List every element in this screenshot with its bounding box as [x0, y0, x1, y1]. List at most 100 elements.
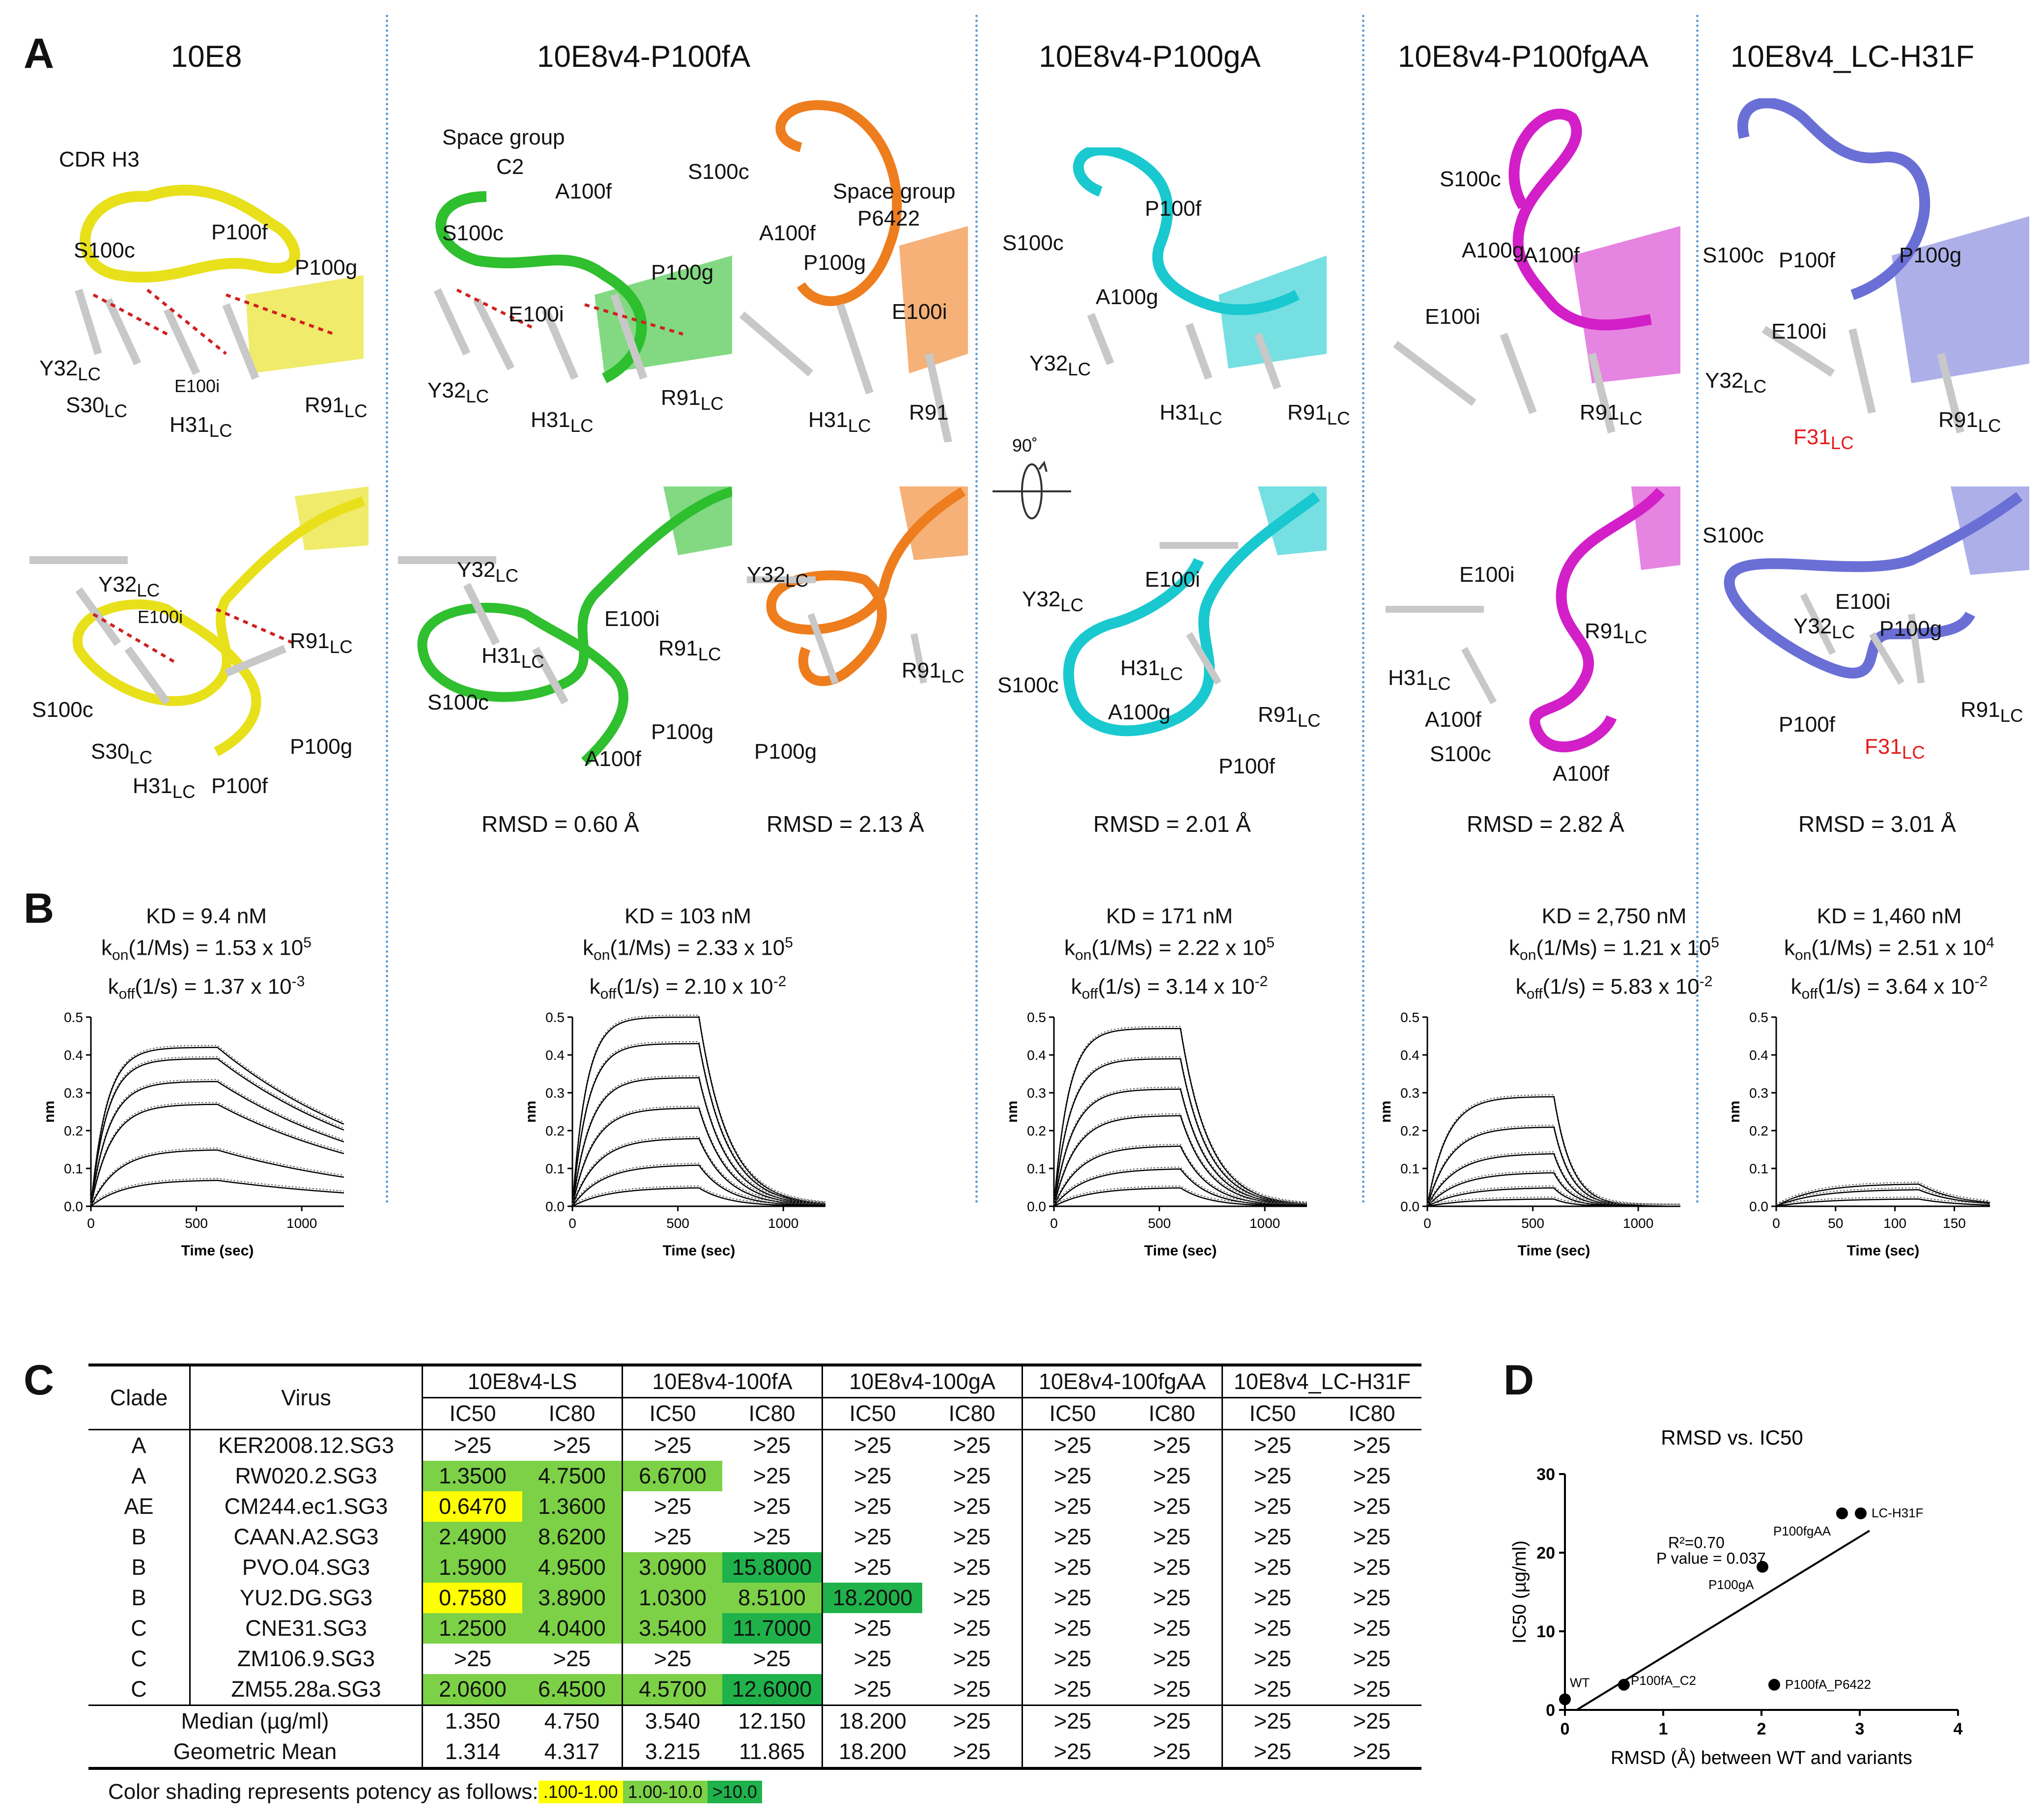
table-row: AE CM244.ec1.SG3 0.6470 1.3600 >25 >25 >25 >25 >… — [88, 1491, 1421, 1522]
value-cell: 3.0900 — [622, 1552, 722, 1583]
sensorgram-fit-curve — [1053, 1027, 1307, 1207]
y-tick-label: 0.4 — [1027, 1048, 1046, 1063]
sensorgram-fit-curve — [571, 1107, 826, 1207]
y-tick-label: 0.1 — [64, 1161, 83, 1176]
x-tick-label: 500 — [1521, 1216, 1544, 1231]
summary-value: >25 — [1122, 1736, 1222, 1770]
header-group: 10E8v4-100gA — [822, 1364, 1022, 1398]
rmsd-p100fa-c2: RMSD = 0.60 Å — [482, 811, 639, 837]
label-p6422: P6422 — [857, 206, 920, 230]
legend-light-green: 1.00-10.0 — [623, 1781, 708, 1803]
sensorgram-raw-trace — [90, 1178, 344, 1205]
value-cell: >25 — [1153, 1555, 1191, 1580]
label-s100c: S100c — [1002, 231, 1064, 255]
point-label: LC-H31F — [1872, 1506, 1923, 1520]
x-axis-label: Time (sec) — [1518, 1243, 1590, 1259]
value-cell: >25 — [622, 1522, 722, 1552]
value-cell: >25 — [522, 1429, 623, 1461]
y-tick-label: 0.1 — [545, 1161, 565, 1176]
sensorgram-fit-curve — [1776, 1183, 1990, 1207]
label-e100i: E100i — [1459, 563, 1515, 587]
panel-label-c: C — [24, 1357, 55, 1404]
kd-value: KD = 1,460 nM — [1817, 904, 1962, 928]
sensorgram-chart: 0.0 0.1 0.2 0.3 0.4 0.5 0 500 1000 Time (sec) nm — [1378, 1010, 1680, 1259]
value-cell: >25 — [822, 1552, 922, 1583]
label-s100c: S100c — [32, 698, 93, 722]
value-cell: 8.6200 — [522, 1522, 623, 1552]
value-cell: >25 — [722, 1429, 823, 1461]
value-cell: >25 — [953, 1677, 991, 1702]
summary-value: 11.865 — [722, 1736, 823, 1770]
virus-cell: PVO.04.SG3 — [189, 1552, 423, 1583]
structure-p100ga-bottom — [1063, 486, 1327, 737]
x-tick-label: 1000 — [1623, 1216, 1653, 1231]
value-cell: >25 — [953, 1585, 991, 1610]
kon-value: kon(1/Ms) = 1.53 x 105 — [101, 935, 312, 964]
data-point — [1618, 1678, 1630, 1691]
sensorgram-fit-curve — [1053, 1168, 1307, 1207]
sensorgram-fit-curve — [1776, 1189, 1990, 1207]
legend-dark-green: >10.0 — [707, 1781, 762, 1803]
koff-value: koff(1/s) = 5.83 x 10-2 — [1515, 973, 1713, 1002]
kinetics-summary: KD = 171 nM kon(1/Ms) = 2.22 x 105 koff(1/… — [1047, 903, 1292, 1008]
clade-cell: A — [88, 1429, 190, 1461]
data-point — [1757, 1561, 1768, 1573]
summary-label: Geometric Mean — [88, 1736, 423, 1770]
value-cell: >25 — [1353, 1677, 1391, 1702]
separator — [975, 15, 978, 1204]
sensorgram-chart: 0.0 0.1 0.2 0.3 0.4 0.5 0 500 1000 Time (sec) nm — [523, 1010, 826, 1259]
potency-legend: Color shading represents potency as foll… — [108, 1780, 762, 1804]
label-p100g: P100g — [754, 739, 817, 764]
summary-value: >25 — [922, 1736, 1022, 1770]
value-cell: >25 — [922, 1429, 1022, 1461]
header-ic50: IC50 — [1221, 1397, 1322, 1430]
sensorgram-raw-trace — [90, 1102, 344, 1205]
y-tick-label: 0.3 — [1400, 1085, 1419, 1101]
table-row: A KER2008.12.SG3 >25 >25 >25 >25 >25 >25 >25 >25 >… — [88, 1429, 1421, 1461]
label-s100c: S100c — [1703, 523, 1764, 547]
header-ic80: IC80 — [922, 1397, 1022, 1430]
virus-cell: RW020.2.SG3 — [189, 1461, 423, 1491]
header-clade: Clade — [88, 1364, 190, 1430]
label-y32-lc: Y32LC — [39, 356, 101, 384]
value-cell: >25 — [822, 1522, 922, 1552]
value-cell: >25 — [753, 1463, 791, 1488]
y-tick-label: 0.4 — [64, 1048, 83, 1063]
value-cell: >25 — [1353, 1585, 1391, 1610]
value-cell: 2.0600 — [422, 1674, 522, 1705]
value-cell: >25 — [1221, 1613, 1322, 1644]
summary-value: 18.200 — [822, 1736, 922, 1770]
label-a100f: A100f — [585, 747, 641, 771]
summary-value: >25 — [1022, 1736, 1122, 1770]
y-tick-label: 0 — [1546, 1701, 1555, 1720]
clade-cell: C — [131, 1646, 147, 1671]
label-p100g: P100g — [290, 735, 353, 759]
y-axis-label: nm — [1727, 1101, 1743, 1123]
value-cell: 4.9500 — [522, 1552, 623, 1583]
panel-label-d: D — [1504, 1357, 1534, 1404]
label-c2: C2 — [496, 155, 524, 179]
value-cell: 12.6000 — [722, 1674, 823, 1705]
header-ic50: IC50 — [1022, 1397, 1122, 1430]
sensorgram-fit-curve — [90, 1149, 344, 1207]
header-group: 10E8v4-100fA — [622, 1364, 823, 1398]
sensorgram-raw-trace — [1053, 1026, 1307, 1205]
value-cell: >25 — [1153, 1463, 1191, 1488]
separator — [386, 15, 388, 1204]
y-tick-label: 0.0 — [1749, 1199, 1768, 1214]
label-a100f: A100f — [555, 179, 612, 203]
sensorgram-raw-trace — [1427, 1196, 1680, 1205]
kd-value: KD = 103 nM — [624, 904, 752, 928]
value-cell: 6.4500 — [522, 1674, 623, 1705]
value-cell: >25 — [1022, 1552, 1122, 1583]
y-tick-label: 10 — [1536, 1622, 1555, 1641]
structure-lc-h31f-top — [1737, 98, 2029, 433]
y-tick-label: 0.4 — [1400, 1048, 1419, 1063]
legend-yellow: .100-1.00 — [538, 1781, 623, 1803]
sensorgram-fit-curve — [90, 1104, 344, 1207]
x-tick-label: 3 — [1855, 1720, 1865, 1738]
label-s100c: S100c — [1430, 742, 1491, 766]
kinetics-summary: KD = 2,750 nM kon(1/Ms) = 1.21 x 105 koff(… — [1491, 903, 1737, 1008]
header-ic80: IC80 — [522, 1397, 623, 1430]
data-point — [1855, 1507, 1867, 1519]
